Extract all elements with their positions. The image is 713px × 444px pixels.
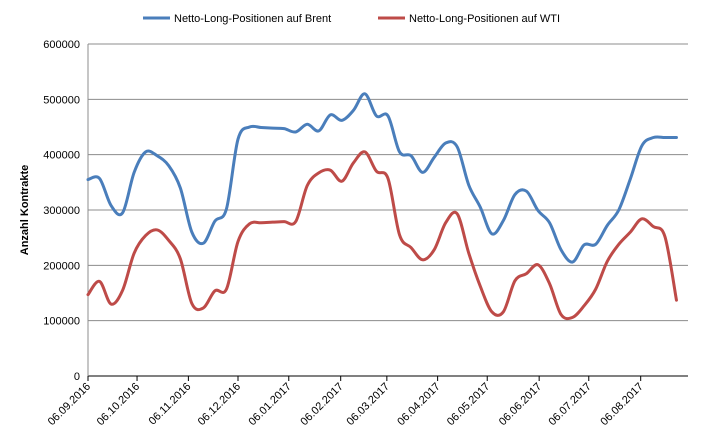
x-tick-label: 06.03.2017 <box>345 381 392 428</box>
legend: Netto-Long-Positionen auf Brent Netto-Lo… <box>143 13 560 25</box>
x-tick-label: 06.05.2017 <box>445 381 492 428</box>
x-tick-label: 06.09.2016 <box>46 381 93 428</box>
y-tick-label: 600000 <box>43 39 80 51</box>
series-line-brent <box>86 92 678 264</box>
x-tick-label: 06.12.2016 <box>196 381 243 428</box>
x-axis-ticks: 06.09.2016 06.10.2016 06.11.2016 06.12.2016… <box>46 376 646 428</box>
y-tick-label: 400000 <box>43 150 80 162</box>
gridlines <box>88 43 688 322</box>
x-tick-label: 06.08.2017 <box>598 381 645 428</box>
series-line-wti <box>86 150 678 321</box>
x-tick-label: 06.01.2017 <box>246 381 293 428</box>
y-tick-label: 0 <box>74 371 80 383</box>
y-tick-label: 300000 <box>43 205 80 217</box>
x-tick-label: 06.10.2016 <box>95 381 142 428</box>
x-tick-label: 06.11.2016 <box>147 381 194 428</box>
x-tick-label: 06.07.2017 <box>546 381 593 428</box>
y-tick-label: 200000 <box>43 260 80 272</box>
y-tick-label: 500000 <box>43 94 80 106</box>
x-tick-label: 06.06.2017 <box>497 381 544 428</box>
x-tick-label: 06.04.2017 <box>395 381 442 428</box>
legend-label-brent: Netto-Long-Positionen auf Brent <box>174 13 331 25</box>
x-tick-label: 06.02.2017 <box>298 381 345 428</box>
legend-label-wti: Netto-Long-Positionen auf WTI <box>409 13 560 25</box>
series-lines <box>86 92 678 321</box>
y-axis-ticks: 0 100000 200000 300000 400000 500000 600000 <box>43 39 80 383</box>
y-axis-label: Anzahl Kontrakte <box>19 165 31 255</box>
y-tick-label: 100000 <box>43 316 80 328</box>
